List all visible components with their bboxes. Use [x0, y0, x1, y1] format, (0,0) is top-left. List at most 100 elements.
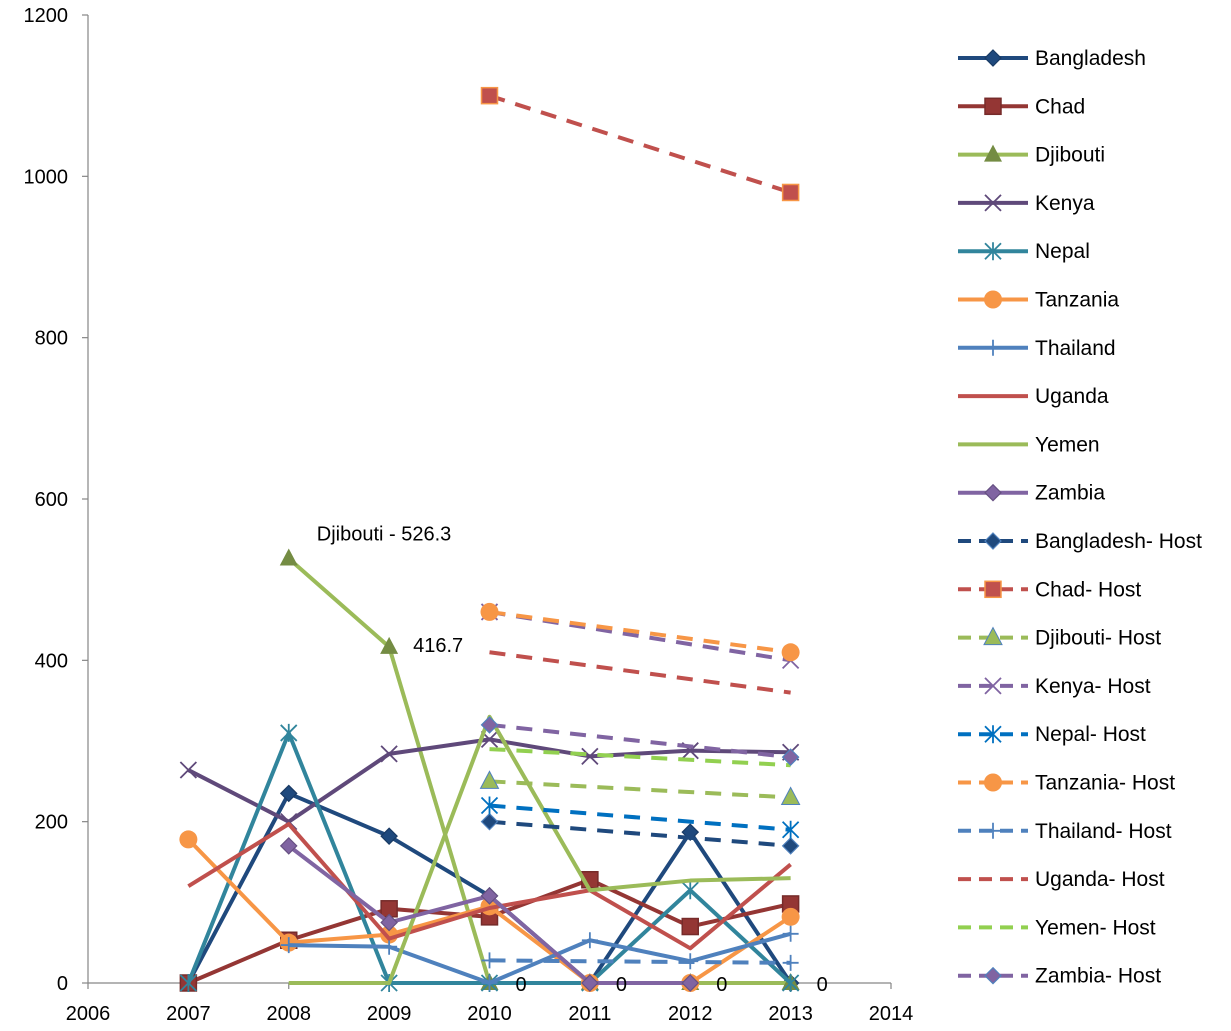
data-point-bangladesh	[380, 827, 398, 846]
legend-item-djibouti: Djibouti	[958, 144, 1105, 167]
legend-label: Chad	[1035, 95, 1085, 118]
series-line-yemen-host	[489, 747, 791, 768]
series-line-zambia-host	[489, 722, 791, 760]
legend-item-thailand: Thailand	[958, 337, 1116, 360]
legend-item-kenya: Kenya	[958, 192, 1095, 215]
series-line-uganda	[187, 822, 792, 951]
series-zambia-host	[480, 716, 800, 766]
legend-label: Yemen	[1035, 433, 1100, 456]
data-label: Djibouti - 526.3	[317, 523, 452, 545]
series-chad-host	[480, 86, 800, 202]
series-line-thailand-host	[489, 958, 791, 965]
legend-marker	[984, 483, 1002, 502]
series-tanzania-host	[480, 602, 800, 662]
series-line-nepal-host	[489, 803, 791, 832]
series-line-djibouti-host	[489, 779, 791, 800]
legend-marker	[984, 242, 1002, 261]
legend-item-chad-host: Chad- Host	[958, 578, 1141, 601]
legend-label: Zambia	[1035, 482, 1105, 505]
data-point-chad-host	[480, 86, 499, 105]
y-tick-label: 800	[35, 328, 68, 350]
series-uganda-host	[489, 650, 791, 695]
data-point-thailand-host	[782, 954, 799, 971]
axes: 0 200 400 600 800 1000 1200 2006 2007 2008 2009 201…	[24, 5, 914, 1025]
y-tick-label: 600	[35, 489, 68, 511]
data-point-bangladesh-host	[480, 812, 499, 831]
legend-label: Bangladesh	[1035, 47, 1146, 70]
x-tick-label: 2010	[467, 1003, 512, 1025]
series-line-bangladesh-host	[489, 819, 791, 848]
legend-label: Uganda- Host	[1035, 868, 1165, 891]
series-bangladesh-host	[480, 812, 800, 855]
legend-item-bangladesh-host: Bangladesh- Host	[958, 530, 1202, 553]
data-point-zambia	[480, 887, 499, 905]
data-point-thailand-host	[481, 952, 498, 969]
data-point-tanzania-host	[480, 602, 499, 621]
series-line-thailand	[288, 931, 792, 985]
legend-item-bangladesh: Bangladesh	[958, 47, 1146, 70]
y-tick-label: 1000	[24, 166, 69, 188]
legend-item-kenya-host: Kenya- Host	[958, 675, 1151, 698]
annotations: Djibouti - 526.3 416.7 0 0 0 0	[317, 523, 828, 996]
y-tick-label: 0	[57, 973, 68, 995]
data-point-nepal-host	[480, 796, 499, 815]
series-uganda	[187, 822, 792, 951]
legend-marker	[983, 626, 1003, 646]
data-label: 0	[616, 974, 627, 996]
legend-item-nepal: Nepal	[958, 240, 1090, 263]
legend-marker	[984, 532, 1002, 550]
data-point-kenya	[581, 747, 599, 765]
series-line-tanzania-host	[489, 609, 791, 655]
data-point-djibouti	[380, 636, 399, 654]
data-point-thailand	[381, 938, 398, 955]
legend-label: Kenya- Host	[1035, 675, 1151, 698]
x-tick-label: 2012	[668, 1003, 713, 1025]
legend-marker	[984, 677, 1002, 695]
x-tick-label: 2006	[66, 1003, 111, 1025]
legend-item-zambia-host: Zambia- Host	[958, 965, 1161, 988]
legend-label: Thailand- Host	[1035, 820, 1172, 843]
legend-label: Yemen- Host	[1035, 916, 1156, 939]
data-point-zambia	[581, 974, 599, 992]
legend-label: Djibouti	[1035, 144, 1105, 167]
data-point-thailand	[481, 975, 498, 991]
data-point-bangladesh	[279, 784, 298, 803]
data-point-tanzania	[781, 907, 800, 926]
x-tick-label: 2008	[267, 1003, 312, 1025]
legend-marker	[984, 773, 1002, 792]
series-nepal-host	[480, 796, 800, 839]
legend-item-uganda-host: Uganda- Host	[958, 868, 1165, 891]
legend-label: Nepal- Host	[1035, 723, 1146, 746]
data-point-chad-host	[781, 183, 800, 202]
legend-marker	[984, 580, 1002, 599]
data-point-nepal	[681, 881, 699, 900]
legend-label: Bangladesh- Host	[1035, 530, 1202, 553]
legend-marker	[984, 49, 1002, 67]
legend-marker	[984, 725, 1002, 744]
legend-marker	[984, 966, 1002, 985]
legend-marker	[984, 194, 1002, 212]
data-label: 416.7	[413, 635, 463, 657]
data-point-tanzania	[179, 830, 198, 849]
legend-label: Kenya	[1035, 192, 1095, 215]
data-point-zambia	[380, 913, 398, 932]
x-tick-label: 2011	[568, 1003, 611, 1025]
data-point-kenya	[179, 761, 198, 779]
x-tick-label: 2014	[869, 1003, 914, 1025]
data-point-zambia	[681, 974, 700, 992]
series-yemen-host	[489, 747, 791, 768]
series-thailand	[280, 925, 799, 991]
legend-item-thailand-host: Thailand- Host	[958, 820, 1172, 843]
series-zambia	[279, 837, 700, 992]
legend-item-zambia: Zambia	[958, 482, 1105, 505]
legend-item-yemen: Yemen	[958, 433, 1100, 456]
series-thailand-host	[481, 952, 799, 971]
legend-marker	[984, 97, 1002, 116]
x-tick-label: 2007	[166, 1003, 211, 1025]
legend-label: Thailand	[1035, 337, 1116, 360]
series-line-yemen	[288, 714, 791, 985]
y-tick-label: 200	[35, 812, 68, 834]
y-tick-label: 1200	[24, 5, 69, 27]
data-point-kenya	[380, 745, 398, 763]
